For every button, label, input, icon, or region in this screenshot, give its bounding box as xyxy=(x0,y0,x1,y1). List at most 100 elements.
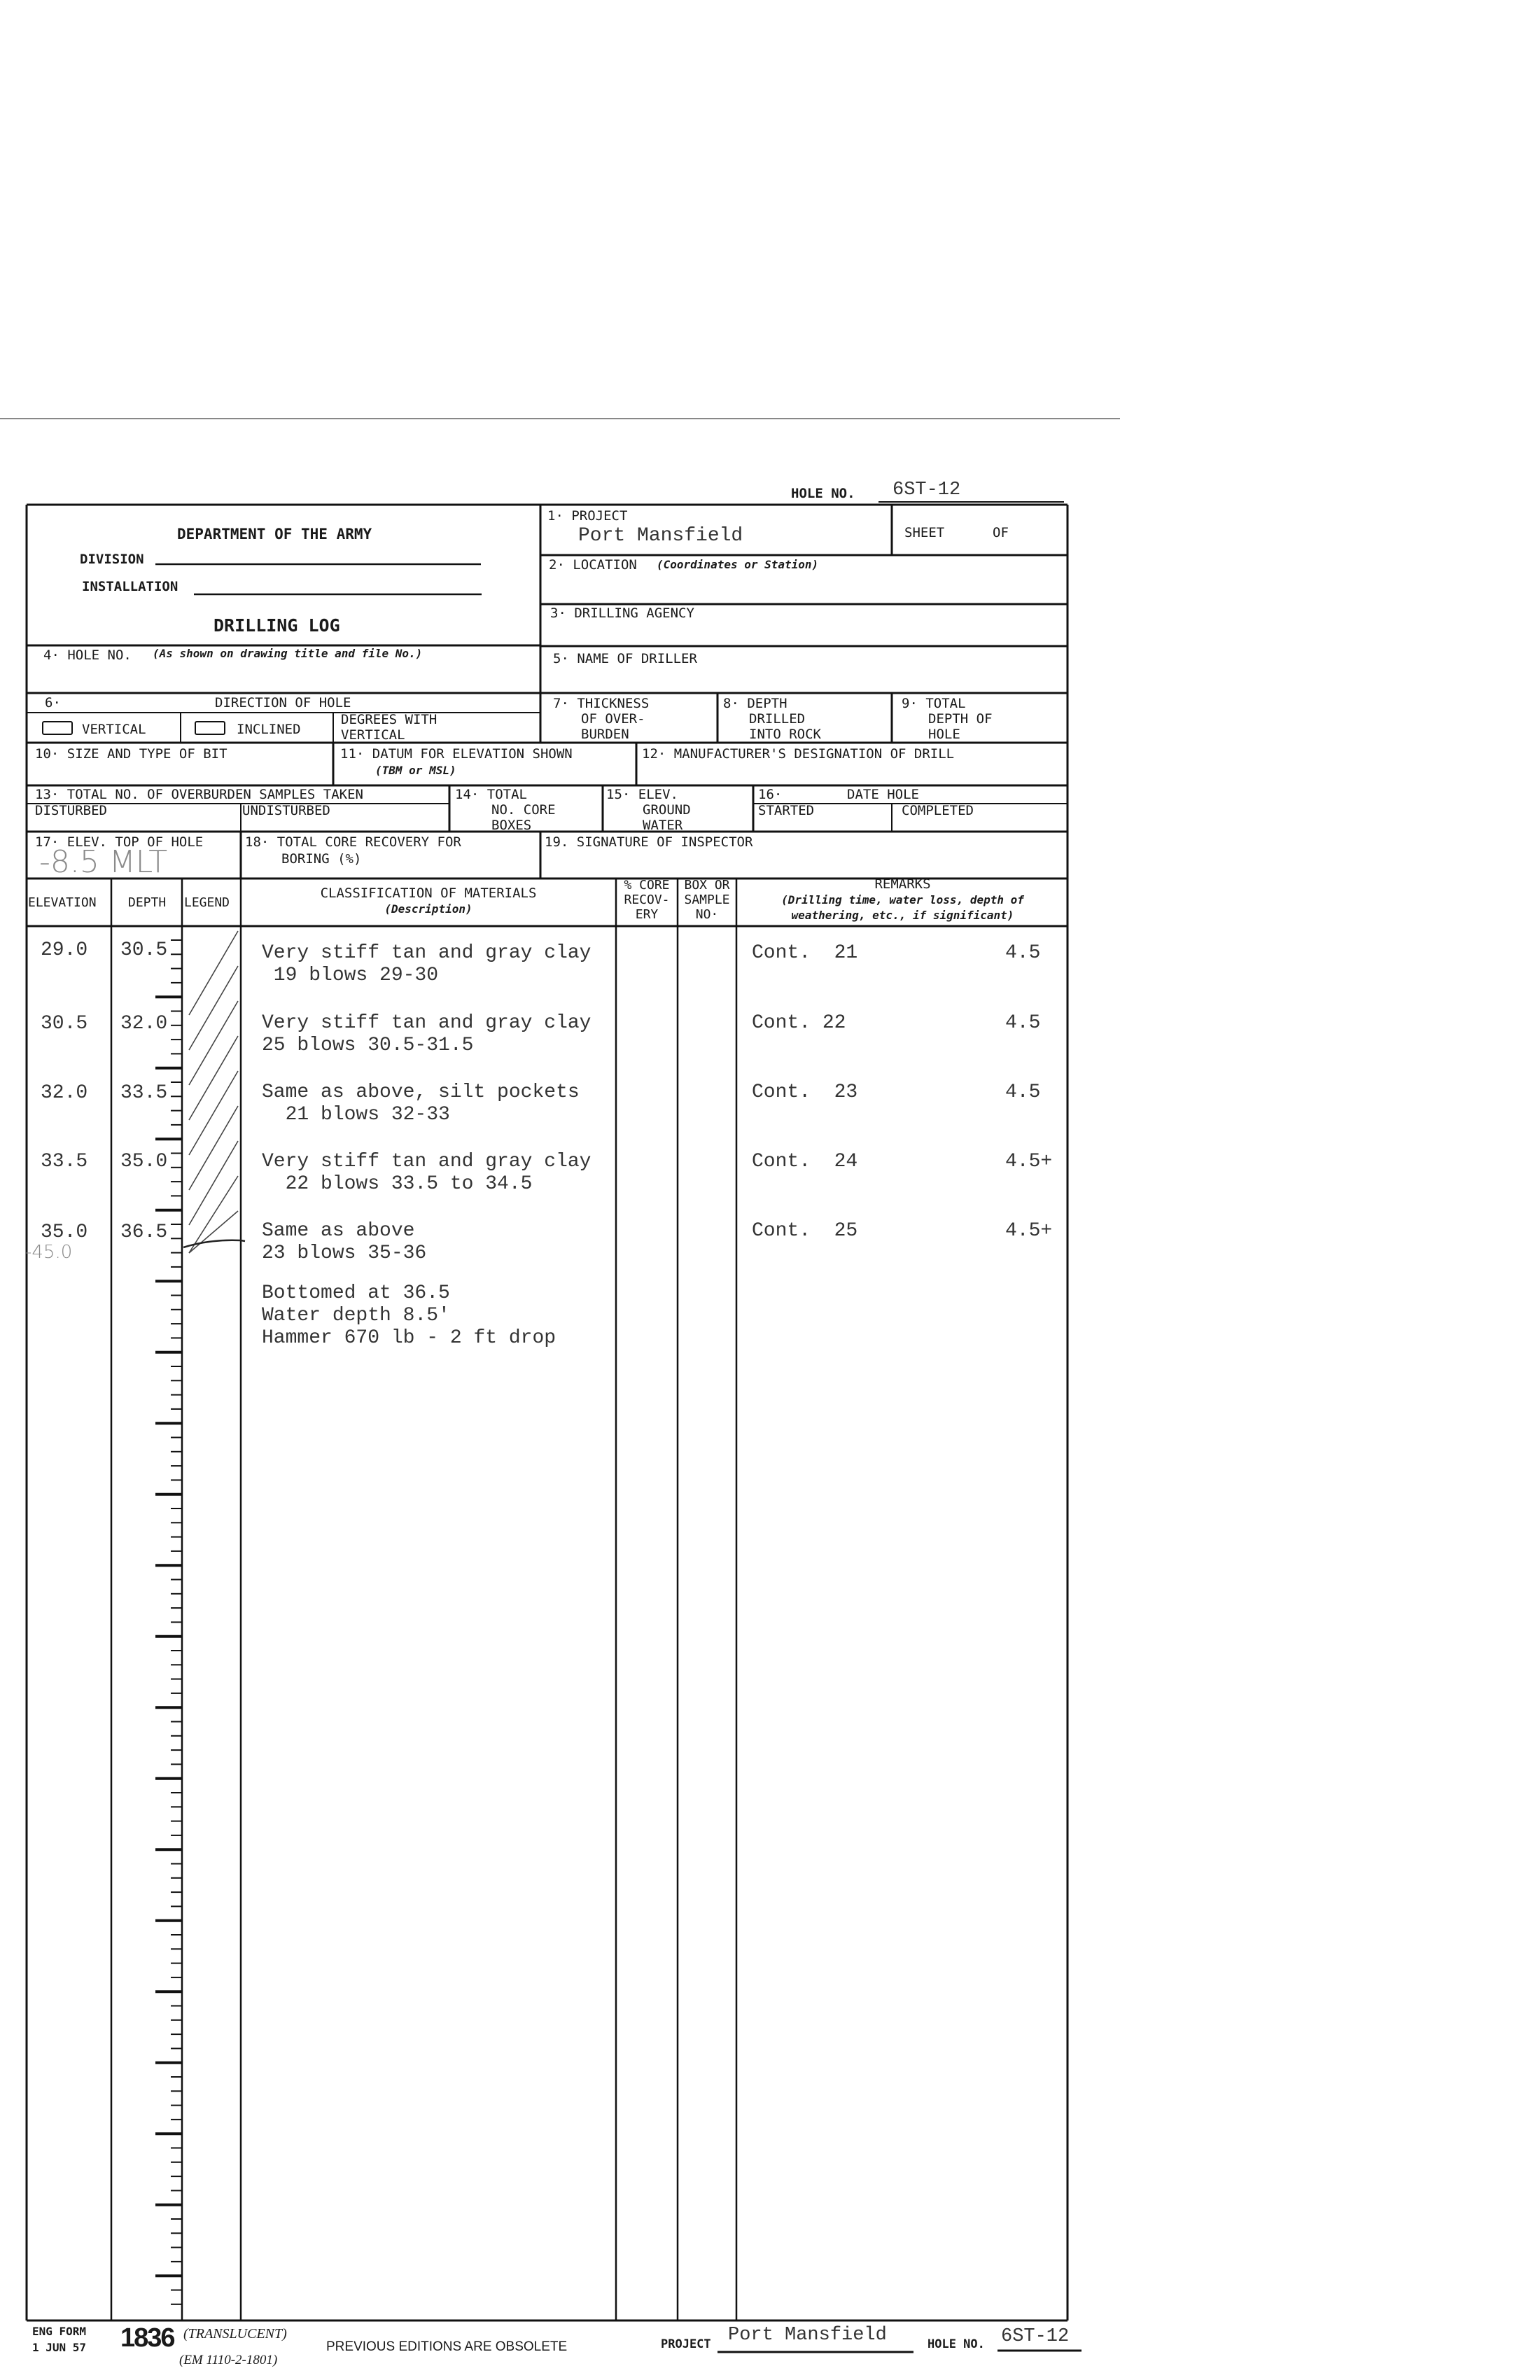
description-line-1: Same as above, silt pockets xyxy=(262,1082,580,1103)
em-reference: (EM 1110-2-1801) xyxy=(179,2353,278,2367)
ground-water-label-2: GROUND xyxy=(643,802,691,818)
col-core-1: % CORE xyxy=(624,878,670,892)
hole-no-value[interactable]: 6ST-12 xyxy=(892,479,961,500)
signature-label: 19. SIGNATURE OF INSPECTOR xyxy=(545,834,753,850)
description-line-2: 22 blows 33.5 to 34.5 xyxy=(262,1173,533,1195)
footer-project-label: PROJECT xyxy=(661,2337,711,2351)
disturbed-label: DISTURBED xyxy=(35,803,107,818)
inclined-checkbox[interactable] xyxy=(195,721,225,735)
legend-hatch-line xyxy=(188,930,239,1016)
form-number: 1836 xyxy=(120,2323,176,2353)
remark-cell: Cont. 23 xyxy=(752,1082,858,1103)
sheet-label: SHEET xyxy=(904,525,945,540)
depth-rock-label-2: DRILLED xyxy=(749,711,806,727)
col-box-3: NO· xyxy=(695,907,719,922)
bit-label: 10· SIZE AND TYPE OF BIT xyxy=(35,746,227,762)
form-title: DRILLING LOG xyxy=(214,615,340,636)
col-legend: LEGEND xyxy=(184,895,230,910)
thickness-label-1: 7· THICKNESS xyxy=(553,696,650,711)
col-box-2: SAMPLE xyxy=(684,892,730,907)
thickness-label-3: BURDEN xyxy=(581,727,629,742)
total-depth-label-3: HOLE xyxy=(928,727,960,742)
elevation-cell: 30.5 xyxy=(41,1013,88,1035)
vertical-checkbox[interactable] xyxy=(42,721,73,735)
col-core-2: RECOV- xyxy=(624,892,670,907)
started-label: STARTED xyxy=(758,803,815,818)
degrees-label-2: VERTICAL xyxy=(341,727,405,743)
depth-cell: 30.5 xyxy=(120,939,168,961)
elevation-cell: 35.0 xyxy=(41,1222,88,1243)
core-recovery-label-2: BORING (%) xyxy=(281,851,362,867)
drilling-agency-label: 3· DRILLING AGENCY xyxy=(550,606,694,621)
core-boxes-label-1: 14· TOTAL xyxy=(455,787,527,802)
description-line-1: Very stiff tan and gray clay xyxy=(262,1012,592,1034)
elevation-cell: 32.0 xyxy=(41,1082,88,1104)
depth-scale-ticks xyxy=(155,939,182,2305)
elevation-cell: 33.5 xyxy=(41,1151,88,1172)
depth-cell: 33.5 xyxy=(120,1082,168,1104)
legend-hatch-line xyxy=(188,1175,239,1254)
col-depth: DEPTH xyxy=(128,895,167,910)
description-line-2: 25 blows 30.5-31.5 xyxy=(262,1035,474,1056)
remark-value: 4.5 xyxy=(1005,942,1041,964)
remark-cell: Cont. 22 xyxy=(752,1012,846,1034)
elev-top-value[interactable]: -8.5 MLT xyxy=(39,844,168,880)
project-label: 1· PROJECT xyxy=(547,508,628,524)
form-date: 1 JUN 57 xyxy=(32,2341,87,2354)
vertical-label: VERTICAL xyxy=(82,722,146,737)
remark-value: 4.5+ xyxy=(1005,1151,1053,1172)
depth-cell: 32.0 xyxy=(120,1013,168,1035)
thickness-label-2: OF OVER- xyxy=(581,711,645,727)
description-line-1: Very stiff tan and gray clay xyxy=(262,1151,592,1172)
description-line-2: 21 blows 32-33 xyxy=(262,1104,450,1126)
division-label: DIVISION xyxy=(80,552,144,567)
remark-cell: Cont. 21 xyxy=(752,942,858,964)
undisturbed-label: UNDISTURBED xyxy=(242,803,330,818)
installation-label: INSTALLATION xyxy=(82,579,178,594)
elev-top-label: 17· ELEV. TOP OF HOLE xyxy=(35,834,204,850)
location-hint: (Coordinates or Station) xyxy=(657,558,819,571)
core-boxes-label-2: NO. CORE xyxy=(491,802,556,818)
col-remarks: REMARKS xyxy=(874,876,931,892)
footer-project-value[interactable]: Port Mansfield xyxy=(728,2325,887,2346)
ground-water-label-3: WATER xyxy=(643,818,683,833)
direction-num: 6· xyxy=(45,695,61,710)
legend-hatch-line xyxy=(188,1000,239,1086)
description-line-2: 19 blows 29-30 xyxy=(262,965,439,986)
legend-hatch-line xyxy=(188,1105,239,1191)
legend-hatch-line xyxy=(188,1035,239,1121)
datum-label: 11· DATUM FOR ELEVATION SHOWN xyxy=(340,746,573,762)
date-hole-label: DATE HOLE xyxy=(847,787,919,802)
description-line-1: Very stiff tan and gray clay xyxy=(262,942,592,964)
obsolete-note: PREVIOUS EDITIONS ARE OBSOLETE xyxy=(326,2339,568,2354)
date-num: 16· xyxy=(758,787,783,802)
depth-rock-label-1: 8· DEPTH xyxy=(723,696,788,711)
hole-no-field-hint: (As shown on drawing title and file No.) xyxy=(153,647,423,660)
location-label: 2· LOCATION xyxy=(549,557,637,573)
elevation-cell: 29.0 xyxy=(41,939,88,961)
legend-clay-hatching xyxy=(183,930,246,1254)
samples-label: 13· TOTAL NO. OF OVERBURDEN SAMPLES TAKE… xyxy=(35,787,363,802)
driller-label: 5· NAME OF DRILLER xyxy=(553,651,697,666)
col-classification: CLASSIFICATION OF MATERIALS xyxy=(320,886,537,901)
col-remarks-hint-2: weathering, etc., if significant) xyxy=(791,909,1014,922)
project-value[interactable]: Port Mansfield xyxy=(578,525,743,547)
hole-no-field-label: 4· HOLE NO. xyxy=(43,648,132,663)
total-depth-label-2: DEPTH OF xyxy=(928,711,993,727)
col-core-3: ERY xyxy=(635,907,659,922)
inclined-label: INCLINED xyxy=(237,722,301,737)
remark-value: 4.5 xyxy=(1005,1012,1041,1034)
footer-hole-no-label: HOLE NO. xyxy=(927,2337,985,2351)
hole-no-label: HOLE NO. xyxy=(791,486,855,501)
col-classification-hint: (Description) xyxy=(384,902,472,916)
total-depth-label-1: 9· TOTAL xyxy=(902,696,966,711)
sheet-of-label: OF xyxy=(993,525,1009,540)
handwritten-elevation: -45.0 xyxy=(25,1242,73,1263)
description-line-1: Same as above xyxy=(262,1220,415,1242)
col-box-1: BOX OR xyxy=(684,878,730,892)
note-line: Bottomed at 36.5 xyxy=(262,1282,450,1304)
footer-hole-no-value[interactable]: 6ST-12 xyxy=(1001,2326,1070,2347)
core-boxes-label-3: BOXES xyxy=(491,818,532,833)
remark-cell: Cont. 25 xyxy=(752,1220,858,1242)
